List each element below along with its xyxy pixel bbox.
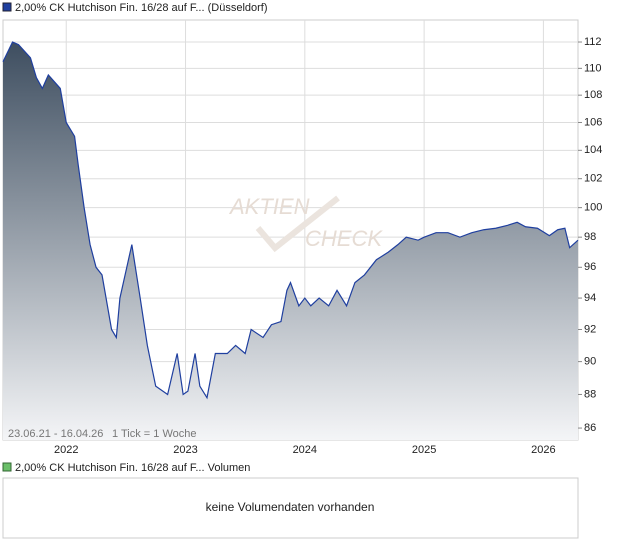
x-tick-label: 2026 xyxy=(531,444,555,456)
y-tick-label: 88 xyxy=(584,388,596,400)
range-note: 23.06.21 - 16.04.26 xyxy=(8,428,103,440)
y-tick-label: 102 xyxy=(584,173,602,185)
y-tick-label: 92 xyxy=(584,323,596,335)
y-tick-label: 100 xyxy=(584,202,602,214)
y-tick-label: 112 xyxy=(584,36,602,48)
line xyxy=(2,41,579,400)
y-tick-label: 110 xyxy=(584,62,602,74)
y-tick-label: 96 xyxy=(584,261,596,273)
area xyxy=(3,42,578,441)
y-tick-label: 98 xyxy=(584,231,596,243)
legend-swatch xyxy=(2,2,12,12)
y-tick-label: 86 xyxy=(584,422,596,434)
y-tick-label: 108 xyxy=(584,89,602,101)
watermark-check xyxy=(255,195,340,253)
legend-label: 2,00% CK Hutchison Fin. 16/28 auf F... (… xyxy=(15,2,268,14)
volume-swatch xyxy=(2,462,12,472)
watermark: AKTIEN xyxy=(228,194,310,219)
x-tick-label: 2024 xyxy=(293,444,317,456)
y-tick-label: 106 xyxy=(584,116,602,128)
volume-message: keine Volumendaten vorhanden xyxy=(206,500,375,514)
volume-label: 2,00% CK Hutchison Fin. 16/28 auf F... V… xyxy=(15,462,250,474)
y-tick-label: 104 xyxy=(584,144,602,156)
y-tick-label: 90 xyxy=(584,356,596,368)
x-tick-label: 2022 xyxy=(54,444,78,456)
x-tick-label: 2025 xyxy=(412,444,436,456)
tick-note: 1 Tick = 1 Woche xyxy=(112,428,196,440)
volume-panel xyxy=(2,477,579,539)
watermark: CHECK xyxy=(305,226,383,251)
y-tick-label: 94 xyxy=(584,292,596,304)
x-tick-label: 2023 xyxy=(173,444,197,456)
